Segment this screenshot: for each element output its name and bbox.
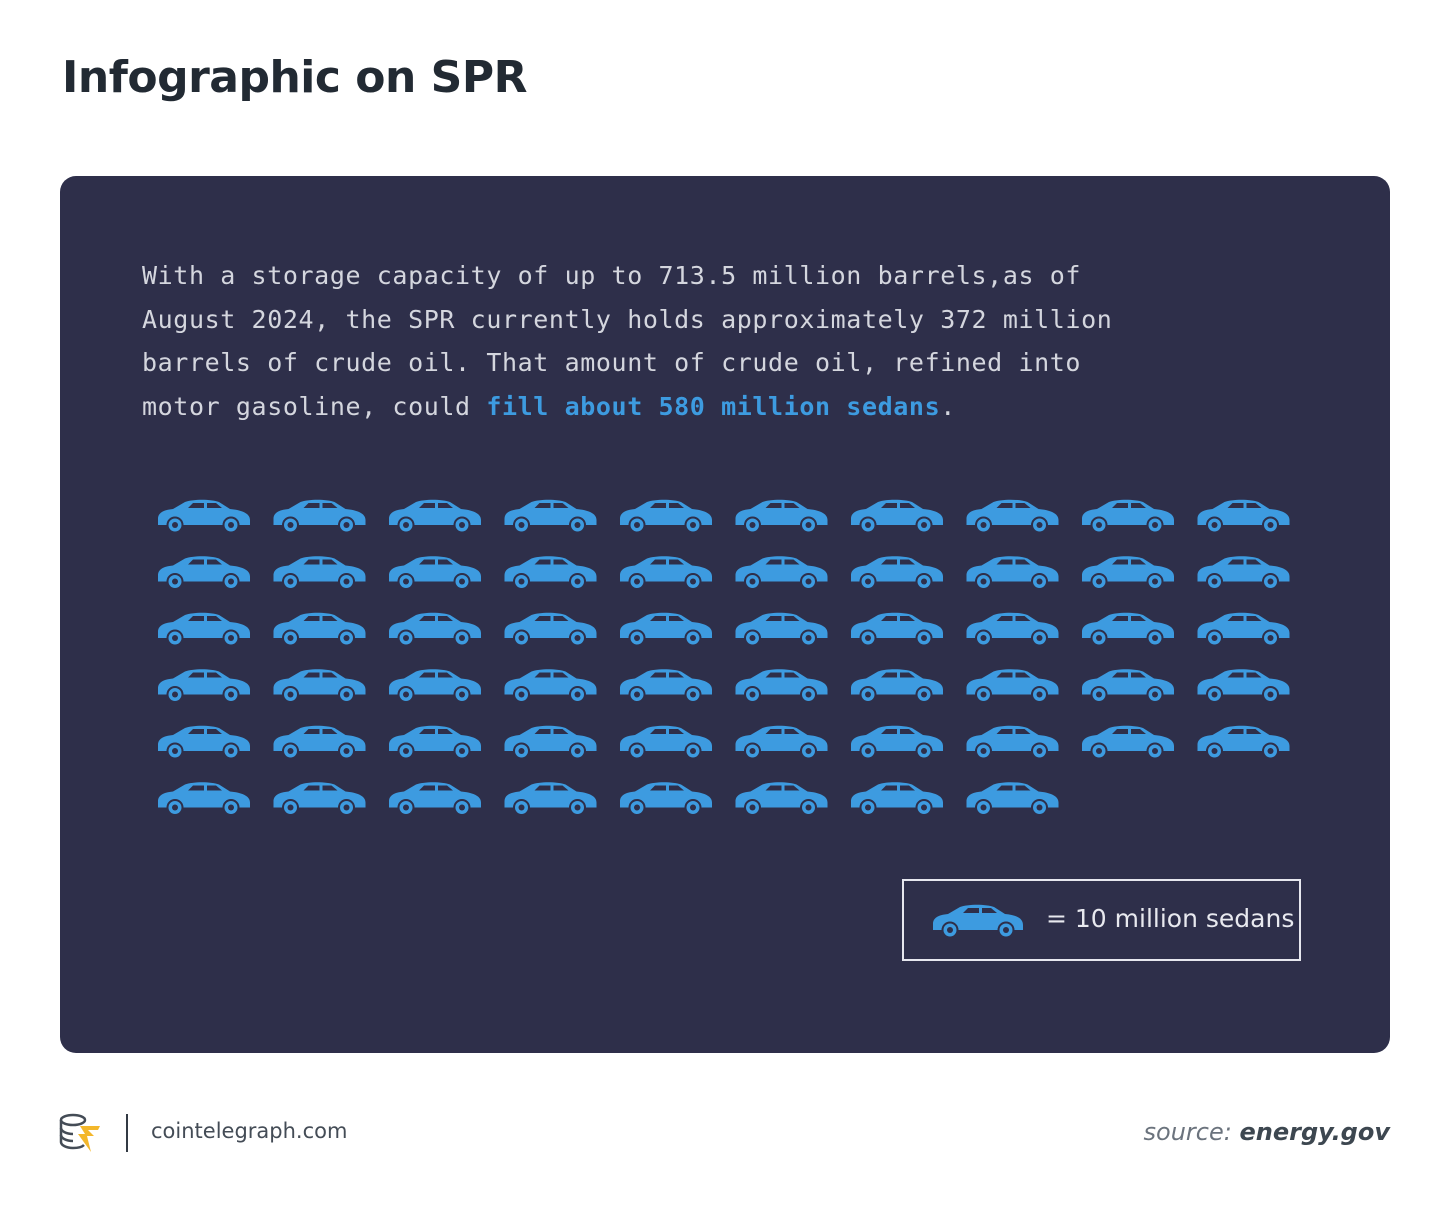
car-icon [1082,499,1174,534]
car-icon [620,782,712,816]
site-name: cointelegraph.com [151,1119,348,1143]
car-icon [966,556,1059,590]
car-icon [389,612,481,647]
car-icon [620,499,712,534]
car-icon [966,669,1059,703]
car-icon [504,725,597,760]
car-icon [273,556,366,590]
car-icon [620,669,712,703]
car-icon [735,499,828,534]
car-icon [620,725,712,760]
car-icon [158,556,250,590]
source-credit: source: energy.gov [1144,1118,1390,1146]
car-icon [966,782,1059,816]
car-icon [273,782,366,816]
car-icon [735,782,828,816]
source-label: source: [1143,1118,1232,1146]
car-icon [158,725,250,760]
car-pictogram-svg [158,499,1290,816]
car-icon [735,725,828,760]
car-icon [735,556,828,590]
car-icon [1197,612,1290,647]
car-icon [966,612,1059,647]
car-icon [620,556,712,590]
car-icon [273,669,366,703]
car-icon [1197,725,1290,760]
car-icon [158,612,250,647]
car-icon [1082,725,1174,760]
description-body: With a storage capacity of up to 713.5 m… [142,261,1113,421]
car-icon [273,499,366,534]
car-icon [851,499,943,534]
car-icon [933,904,1023,939]
car-icon [851,556,943,590]
car-icon [389,556,481,590]
car-icon [1082,556,1174,590]
car-icon [966,499,1059,534]
car-icon [389,669,481,703]
legend-label: = 10 million sedans [1046,904,1295,933]
cointelegraph-logo-icon [58,1112,104,1158]
car-icon [735,669,828,703]
description-end: . [940,391,956,421]
car-icon [504,782,597,816]
car-icon [1197,556,1290,590]
car-icon [735,612,828,647]
car-icon [389,725,481,760]
car-icon [504,669,597,703]
car-icon [851,782,943,816]
car-icon [1197,499,1290,534]
car-icon [273,725,366,760]
car-icon [851,669,943,703]
car-icon [1197,669,1290,703]
source-value: energy.gov [1239,1118,1390,1146]
car-icon [504,556,597,590]
page-title: Infographic on SPR [62,52,527,103]
car-icon [504,499,597,534]
car-icon [504,612,597,647]
car-icon [389,499,481,534]
car-icon [273,612,366,647]
footer-divider [126,1114,128,1152]
car-icon [158,782,250,816]
description-highlight: fill about 580 million sedans [486,391,941,421]
car-icon [1082,612,1174,647]
car-icon [158,669,250,703]
legend-box: = 10 million sedans [902,879,1301,961]
description-text: With a storage capacity of up to 713.5 m… [142,254,1142,428]
car-icon [389,782,481,816]
car-icon [851,725,943,760]
car-icon [966,725,1059,760]
infographic-panel: With a storage capacity of up to 713.5 m… [60,176,1390,1053]
car-icon [851,612,943,647]
car-icon [620,612,712,647]
car-pictogram-grid [156,498,1296,822]
car-icon [158,499,250,534]
car-icon [1082,669,1174,703]
